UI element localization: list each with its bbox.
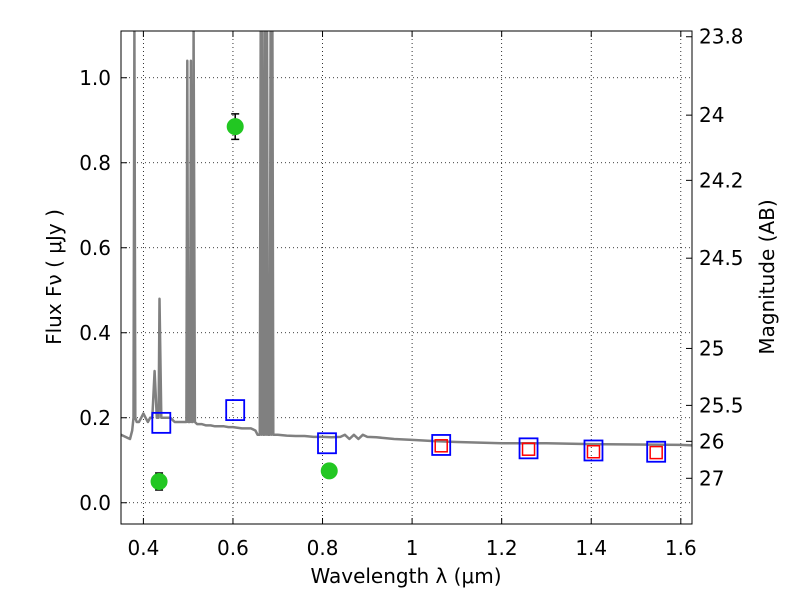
x-tick-label: 1.6 (665, 536, 697, 560)
grid-lines (121, 31, 692, 524)
y2-tick-label: 24 (699, 103, 724, 127)
model-square-blue (583, 439, 604, 462)
y-tick-label: 1.0 (79, 66, 111, 90)
y-axis-label: Flux Fν ( μJy ) (42, 209, 66, 345)
x-tick-label: 0.6 (217, 536, 249, 560)
axes: 0.4 0.6 0.8 1 1.2 1.4 1.6 0.0 0.2 0.4 0.6 0.8 1.0 23.… (79, 25, 743, 560)
y-tick-label: 0.2 (79, 406, 111, 430)
observed-point (150, 473, 168, 490)
model-square-blue (518, 437, 539, 460)
y2-tick-label: 24.5 (699, 246, 744, 270)
x-tick-label: 0.8 (307, 536, 339, 560)
x-tick-label: 1 (406, 536, 419, 560)
observed-point (226, 118, 244, 136)
x-axis-label: Wavelength λ (μm) (310, 564, 501, 588)
model-square-red (586, 445, 601, 459)
model-square-red (521, 442, 536, 456)
y2-tick-label: 26 (699, 429, 724, 453)
x-tick-label: 1.2 (486, 536, 518, 560)
x-tick-label: 0.4 (127, 536, 159, 560)
model-square-red (649, 445, 663, 460)
y2-tick-label: 25.5 (699, 393, 744, 417)
spectrum-line (121, 31, 692, 447)
model-square-blue (431, 434, 452, 456)
x-tick-label: 1.4 (575, 536, 607, 560)
model-square-red (434, 439, 448, 453)
y-tick-label: 0.6 (79, 236, 111, 260)
y2-tick-label: 25 (699, 336, 724, 360)
model-square-blue (151, 411, 172, 434)
photometry-points (150, 113, 667, 491)
y-tick-label: 0.4 (79, 321, 111, 345)
model-square-blue (225, 399, 246, 422)
y-tick-label: 0.8 (79, 151, 111, 175)
y2-axis-label: Magnitude (AB) (755, 199, 779, 354)
model-square-blue (317, 432, 337, 455)
plot-frame (120, 30, 693, 525)
model-square-blue (646, 440, 667, 463)
model-spectrum (121, 31, 692, 447)
y2-tick-label: 23.8 (699, 25, 744, 49)
y2-tick-label: 27 (699, 466, 724, 490)
y-tick-label: 0.0 (79, 491, 111, 515)
observed-point (320, 462, 338, 480)
y2-tick-label: 24.2 (699, 168, 744, 192)
